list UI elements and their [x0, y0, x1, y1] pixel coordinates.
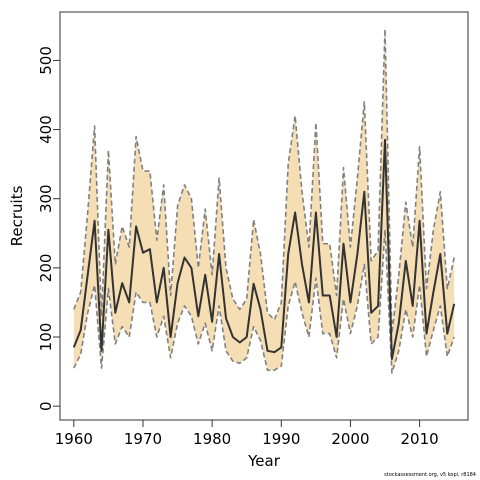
y-tick-label: 100: [37, 323, 55, 352]
credit-note: stockassessment.org, v5 kopi, r8184: [384, 472, 476, 478]
x-tick-label: 1960: [55, 430, 93, 448]
confidence-band: [73, 29, 455, 374]
plot-frame: [59, 11, 469, 421]
x-tick-label: 1980: [193, 430, 231, 448]
x-tick-label: 1970: [124, 430, 162, 448]
x-tick-label: 1990: [262, 430, 300, 448]
x-axis-title: Year: [247, 452, 281, 470]
y-tick-label: 300: [37, 184, 55, 213]
y-tick-label: 200: [37, 254, 55, 283]
estimate-line: [72, 138, 456, 361]
upper-bound-line: [73, 28, 455, 335]
y-tick-label: 400: [37, 115, 55, 144]
plot-area: [72, 28, 456, 374]
x-tick-label: 2000: [331, 430, 369, 448]
y-tick-label: 0: [37, 401, 55, 411]
axes: 1960 1970 1980 1990 2000 2010 0 100 200 300 400 500: [37, 46, 439, 448]
y-axis-title: Recruits: [8, 185, 26, 246]
x-tick-label: 2010: [400, 430, 438, 448]
y-tick-label: 500: [37, 46, 55, 75]
